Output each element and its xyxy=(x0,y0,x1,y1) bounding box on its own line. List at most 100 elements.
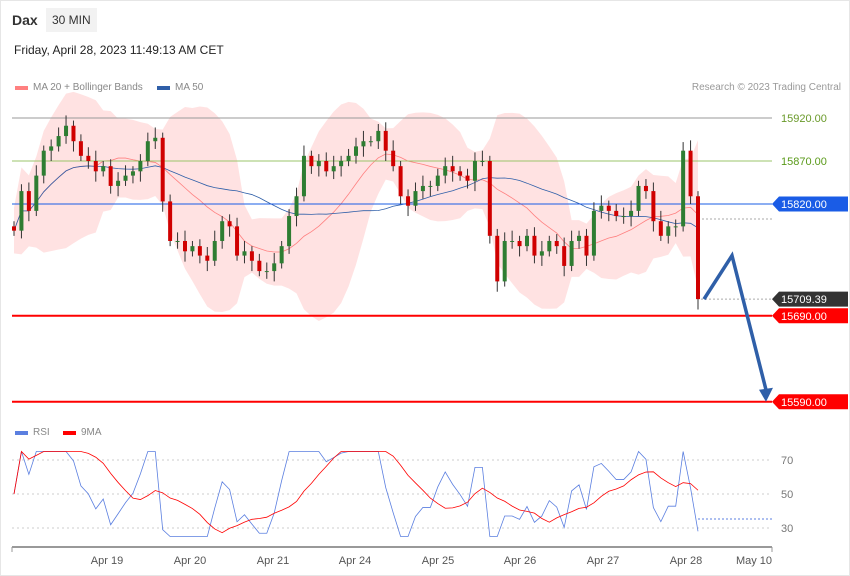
candle xyxy=(346,155,351,161)
legend-ma50-label: MA 50 xyxy=(175,82,204,93)
candle xyxy=(606,205,611,211)
ma50-line xyxy=(13,165,699,231)
candle xyxy=(577,235,582,241)
candle xyxy=(272,263,277,272)
candle xyxy=(629,210,634,217)
x-tick-label: Apr 27 xyxy=(587,555,619,567)
candle xyxy=(49,146,54,151)
ma9-swatch xyxy=(63,430,76,435)
candle xyxy=(160,137,165,202)
legend-9ma: 9MA xyxy=(63,427,102,438)
candle xyxy=(435,175,440,186)
candle xyxy=(368,141,373,143)
candle xyxy=(643,185,648,192)
candle xyxy=(398,166,403,197)
candle xyxy=(539,251,544,256)
candle xyxy=(636,185,641,211)
candle xyxy=(71,125,76,142)
price-tag xyxy=(772,291,848,307)
x-tick-label: Apr 20 xyxy=(174,555,206,567)
candle xyxy=(495,235,500,282)
candle xyxy=(487,161,492,236)
candle xyxy=(19,191,24,231)
rsi-tick: 70 xyxy=(781,455,793,467)
x-tick-label: Apr 26 xyxy=(504,555,536,567)
candle xyxy=(197,246,202,256)
timeframe-button[interactable]: 30 MIN xyxy=(46,8,97,32)
candle xyxy=(205,255,210,261)
candle xyxy=(108,166,113,186)
candle xyxy=(562,246,567,266)
candle xyxy=(376,130,381,142)
price-tag xyxy=(772,196,848,212)
candle xyxy=(86,155,91,161)
candle xyxy=(301,155,306,197)
rsi-line xyxy=(13,450,699,537)
x-tick-label: Apr 25 xyxy=(422,555,454,567)
legend-ma20: MA 20 + Bollinger Bands xyxy=(15,82,143,93)
level-label-support: 15690.00 xyxy=(781,311,827,323)
candle xyxy=(242,251,247,256)
candle xyxy=(212,240,217,261)
x-tick-label: May 10 xyxy=(736,555,772,567)
candle xyxy=(145,141,150,161)
candle xyxy=(249,251,254,261)
rsi-ma9-line xyxy=(13,450,699,534)
candle xyxy=(41,150,46,176)
ma20-line xyxy=(13,153,699,253)
candle xyxy=(361,141,366,147)
candle xyxy=(383,130,388,151)
instrument-title: Dax xyxy=(12,12,38,28)
candle xyxy=(517,240,522,247)
candle xyxy=(130,171,135,176)
x-tick-label: Apr 28 xyxy=(670,555,702,567)
x-tick-label: Apr 19 xyxy=(91,555,123,567)
candle xyxy=(220,221,225,241)
legend-ma50: MA 50 xyxy=(157,82,203,93)
level-label-gray: 15920.00 xyxy=(781,113,827,125)
rsi-swatch xyxy=(15,430,28,435)
candle xyxy=(450,166,455,172)
arrow-head-icon xyxy=(759,387,773,402)
legend-ma20-label: MA 20 + Bollinger Bands xyxy=(33,82,143,93)
candle xyxy=(331,166,336,172)
candle xyxy=(525,235,529,247)
candle xyxy=(354,146,358,156)
candle xyxy=(614,210,619,217)
candle xyxy=(599,205,604,211)
candle xyxy=(153,137,158,142)
candle xyxy=(56,136,61,147)
timestamp: Friday, April 28, 2023 11:49:13 AM CET xyxy=(14,43,224,57)
bollinger-bands xyxy=(14,91,698,322)
candle xyxy=(696,196,700,300)
candle xyxy=(391,150,396,167)
candle xyxy=(413,191,418,206)
level-label-last: 15709.39 xyxy=(781,294,827,306)
candle xyxy=(324,161,329,172)
candle xyxy=(309,155,314,167)
candle xyxy=(443,166,448,176)
candle xyxy=(621,216,626,218)
candle xyxy=(465,175,470,181)
candle xyxy=(294,196,299,217)
candle xyxy=(673,226,678,228)
candle xyxy=(235,226,240,256)
level-label-pivot: 15820.00 xyxy=(781,199,827,211)
ma20-swatch xyxy=(15,85,28,90)
candle xyxy=(316,161,321,167)
candle xyxy=(569,240,574,266)
candle xyxy=(183,240,187,252)
candle xyxy=(339,161,344,167)
candle xyxy=(658,221,663,236)
candle xyxy=(279,246,284,264)
candle xyxy=(480,161,485,162)
candle xyxy=(26,191,31,211)
candle xyxy=(168,201,173,241)
candle xyxy=(532,235,537,256)
candle xyxy=(78,141,83,156)
candle xyxy=(116,180,121,186)
legend-9ma-label: 9MA xyxy=(81,427,102,438)
candle xyxy=(420,185,425,192)
